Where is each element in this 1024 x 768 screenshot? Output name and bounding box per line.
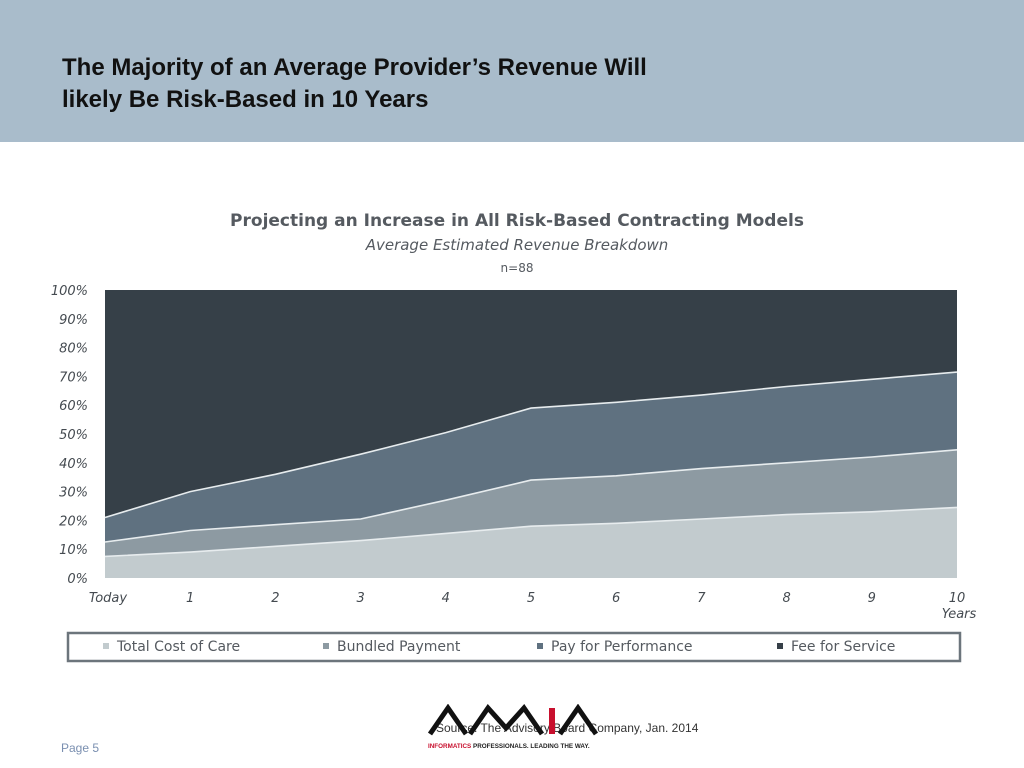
legend-frame [66, 631, 962, 663]
area-bundled-payment [105, 449, 957, 557]
x-tick-label: 1 [186, 591, 194, 606]
chart-boundaries [104, 371, 958, 558]
y-tick-label: 50% [59, 428, 88, 443]
area-fee-for-service [105, 290, 957, 518]
y-tick-label: 10% [59, 543, 88, 558]
slide-title-line-2: likely Be Risk-Based in 10 Years [62, 86, 429, 113]
slide-title-line-1: The Majority of an Average Provider’s Re… [62, 54, 647, 81]
page-number: Page 5 [61, 741, 100, 755]
header-band [0, 0, 1024, 142]
x-axis-unit-label: Years [942, 607, 977, 622]
chart-title: Projecting an Increase in All Risk-Based… [230, 211, 804, 231]
x-tick-label: 5 [527, 591, 535, 606]
legend-label-fee-for-service: Fee for Service [791, 639, 895, 655]
legend-label-pay-for-performance: Pay for Performance [551, 639, 693, 655]
revenue-area-chart: Projecting an Increase in All Risk-Based… [51, 211, 977, 663]
y-tick-label: 60% [59, 399, 88, 414]
boundary-total-cost-of-care [104, 506, 958, 558]
logo-tagline-accent: INFORMATICS [428, 743, 471, 750]
legend-swatch-pay-for-performance [537, 643, 543, 649]
x-tick-label: 8 [782, 591, 790, 606]
x-tick-label: 3 [356, 591, 364, 606]
x-tick-label: 7 [697, 591, 706, 606]
logo-tagline: INFORMATICS PROFESSIONALS. LEADING THE W… [428, 743, 590, 750]
x-tick-label: 4 [442, 591, 450, 606]
y-tick-label: 100% [51, 284, 88, 299]
area-pay-for-performance [105, 372, 957, 542]
y-tick-label: 40% [59, 457, 88, 472]
x-tick-label: 10 [949, 591, 966, 606]
logo-mark-i [549, 708, 555, 734]
boundary-bundled-payment [104, 449, 958, 543]
boundary-pay-for-performance [104, 371, 958, 519]
legend-swatch-total-cost-of-care [103, 643, 109, 649]
area-total-cost-of-care [105, 507, 957, 578]
x-tick-label: Today [89, 591, 128, 606]
y-axis-ticks: 0% 10% 20% 30% 40% 50% 60% 70% 80% 90% 100% [51, 284, 88, 587]
chart-subtitle: Average Estimated Revenue Breakdown [365, 236, 669, 254]
legend-swatch-bundled-payment [323, 643, 329, 649]
legend-label-total-cost-of-care: Total Cost of Care [116, 639, 240, 655]
logo-mark-a2 [557, 704, 599, 736]
chart-areas [105, 290, 957, 578]
logo-mark-m [467, 704, 545, 736]
y-tick-label: 30% [59, 486, 88, 501]
chart-sample-size: n=88 [501, 261, 534, 275]
y-tick-label: 70% [59, 370, 88, 385]
chart-legend: Total Cost of Care Bundled Payment Pay for… [66, 631, 962, 663]
x-tick-label: 6 [612, 591, 620, 606]
x-axis-ticks: Today 1 2 3 4 5 6 7 8 9 10 [89, 591, 965, 606]
y-tick-label: 20% [59, 514, 88, 529]
y-tick-label: 0% [67, 572, 88, 587]
y-tick-label: 80% [59, 342, 88, 357]
x-tick-label: 2 [271, 591, 279, 606]
legend-swatch-fee-for-service [777, 643, 783, 649]
legend-label-bundled-payment: Bundled Payment [337, 639, 461, 655]
amia-logo: INFORMATICS PROFESSIONALS. LEADING THE W… [427, 704, 599, 750]
slide-title: The Majority of an Average Provider’s Re… [62, 52, 822, 116]
x-tick-label: 9 [868, 591, 876, 606]
logo-tagline-rest: PROFESSIONALS. LEADING THE WAY. [471, 743, 590, 750]
logo-mark-a1 [427, 704, 469, 736]
y-tick-label: 90% [59, 313, 88, 328]
